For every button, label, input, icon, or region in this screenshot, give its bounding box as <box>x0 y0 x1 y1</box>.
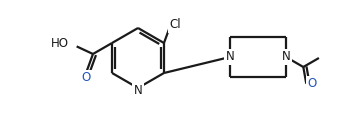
Text: HO: HO <box>51 37 69 50</box>
Text: N: N <box>282 51 290 63</box>
Text: Cl: Cl <box>170 18 181 31</box>
Text: O: O <box>81 71 90 84</box>
Text: N: N <box>134 84 142 96</box>
Text: N: N <box>226 51 234 63</box>
Text: O: O <box>308 77 317 90</box>
